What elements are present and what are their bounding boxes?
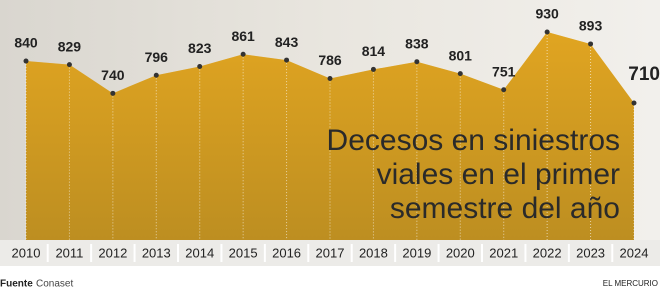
point bbox=[545, 30, 550, 35]
x-tick-label: 2018 bbox=[359, 245, 388, 260]
point bbox=[414, 59, 419, 64]
value-label: 829 bbox=[58, 38, 82, 54]
value-label: 861 bbox=[231, 28, 255, 44]
value-label: 814 bbox=[362, 43, 386, 59]
point bbox=[24, 59, 29, 64]
value-label: 838 bbox=[405, 35, 429, 51]
value-label: 796 bbox=[145, 49, 169, 65]
value-label: 740 bbox=[101, 67, 125, 83]
x-tick-label: 2013 bbox=[142, 245, 171, 260]
chart-title: viales en el primer bbox=[377, 158, 620, 191]
chart-title: semestre del año bbox=[390, 192, 620, 225]
point bbox=[632, 101, 637, 106]
value-label: 840 bbox=[14, 35, 38, 51]
publisher: EL MERCURIO bbox=[603, 279, 658, 288]
x-tick-label: 2012 bbox=[98, 245, 127, 260]
point bbox=[197, 64, 202, 69]
x-tick-label: 2016 bbox=[272, 245, 301, 260]
point bbox=[67, 62, 72, 67]
value-label: 801 bbox=[449, 47, 473, 63]
point bbox=[154, 73, 159, 78]
point bbox=[328, 76, 333, 81]
x-tick-label: 2011 bbox=[55, 245, 83, 260]
value-label: 786 bbox=[318, 52, 342, 68]
x-tick-label: 2019 bbox=[402, 245, 431, 260]
value-label: 843 bbox=[275, 34, 299, 50]
point bbox=[110, 91, 115, 96]
value-label: 930 bbox=[535, 6, 559, 22]
point bbox=[458, 71, 463, 76]
value-label: 710 bbox=[628, 64, 660, 85]
x-tick-label: 2017 bbox=[316, 245, 345, 260]
x-tick-label: 2014 bbox=[185, 245, 214, 260]
value-label: 751 bbox=[492, 63, 516, 79]
point bbox=[588, 41, 593, 46]
source-label: Fuente bbox=[0, 279, 33, 290]
x-tick-label: 2010 bbox=[12, 245, 41, 260]
point bbox=[371, 67, 376, 72]
value-label: 823 bbox=[188, 40, 212, 56]
value-label: 893 bbox=[579, 18, 603, 34]
point bbox=[501, 87, 506, 92]
x-tick-label: 2021 bbox=[489, 245, 518, 260]
x-tick-label: 2024 bbox=[620, 245, 649, 260]
x-tick-label: 2022 bbox=[533, 245, 562, 260]
x-tick-label: 2020 bbox=[446, 245, 475, 260]
point bbox=[241, 52, 246, 57]
chart: Decesos en siniestrosviales en el primer… bbox=[0, 0, 660, 291]
source: Conaset bbox=[36, 279, 73, 290]
chart-title: Decesos en siniestros bbox=[327, 124, 620, 157]
x-tick-label: 2023 bbox=[576, 245, 605, 260]
x-tick-label: 2015 bbox=[229, 245, 258, 260]
point bbox=[284, 58, 289, 63]
